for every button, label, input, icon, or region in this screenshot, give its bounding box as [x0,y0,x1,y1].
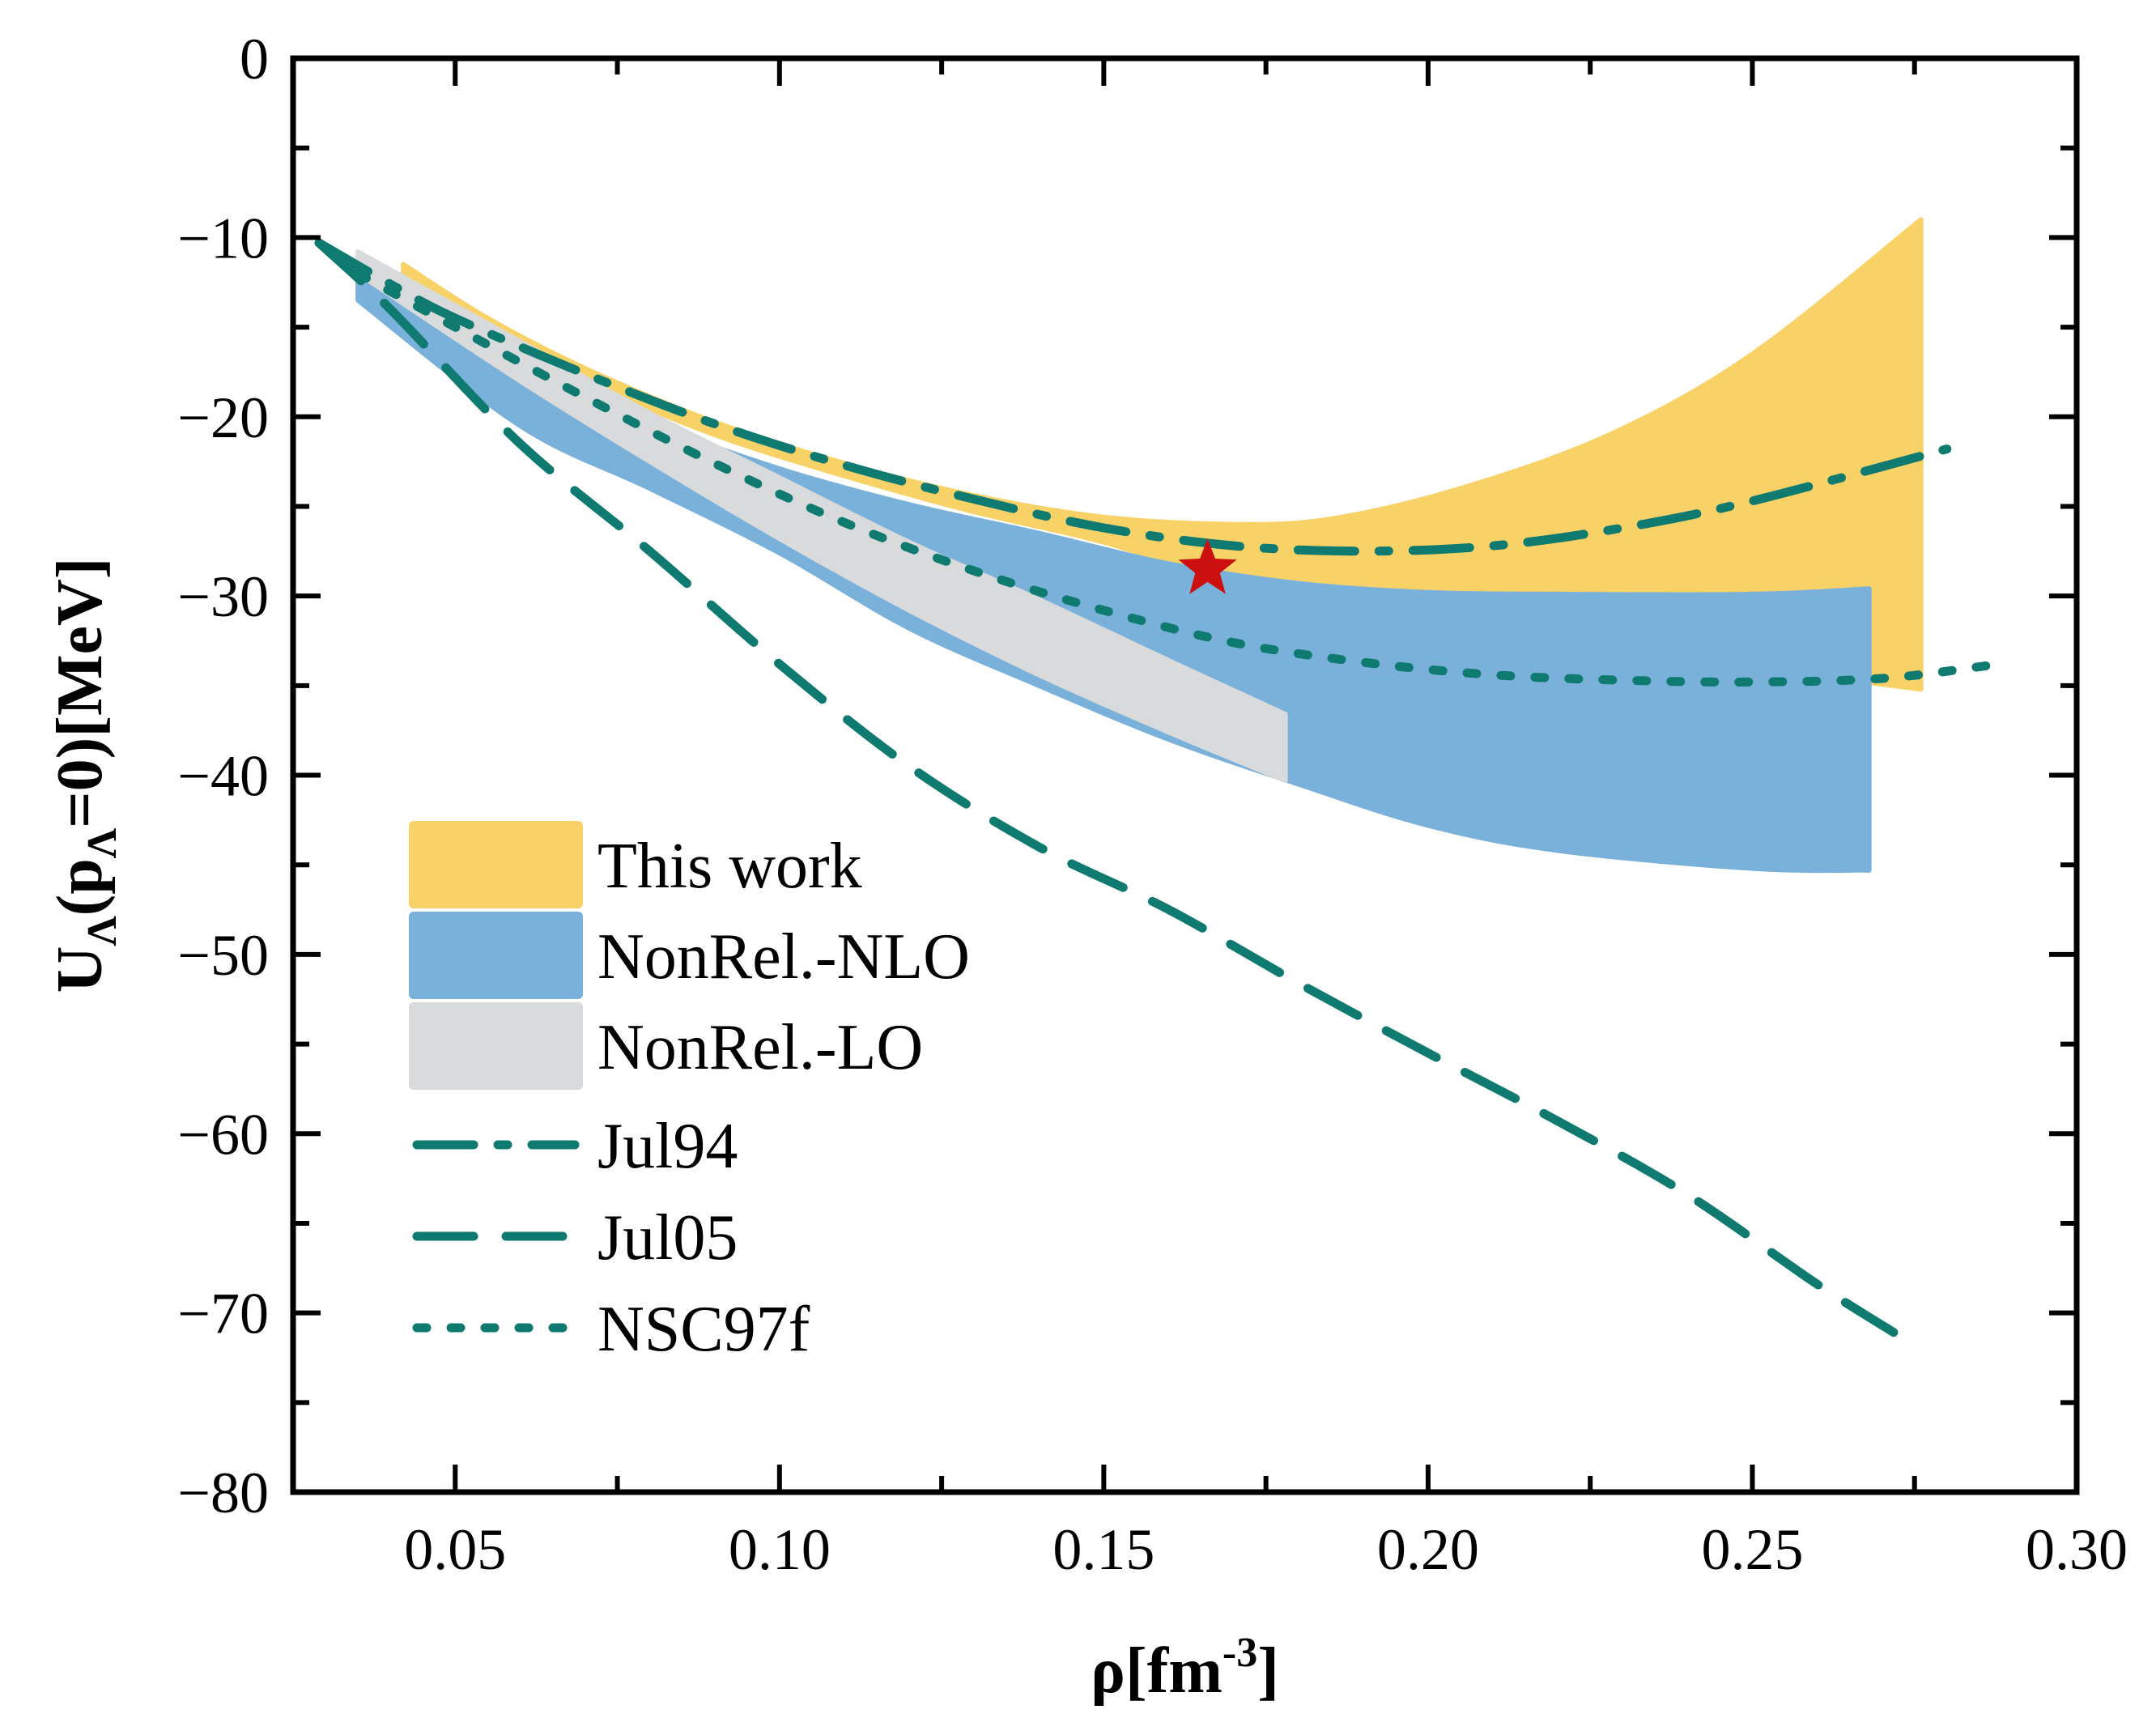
legend-label: NSC97f [597,1294,810,1365]
y-tick-label: −20 [177,385,269,450]
band-nonrel-nlo [355,274,1872,874]
legend-label: Jul94 [597,1111,738,1182]
line-nsc97f [353,269,1991,687]
y-axis-ticks: 0 −10 −20 −30 −40 −50 −60 −70 −80 [177,27,2077,1525]
marker-layer [1178,538,1237,594]
y-tick-label: −70 [177,1282,269,1346]
band-nonrel-lo [355,249,1288,784]
legend-item-this-work: This work [409,821,862,908]
x-tick-label: 0.30 [2026,1517,2128,1582]
x-tick-label: 0.25 [1701,1517,1803,1582]
y-axis-title: UΛ(pΛ=0)[MeV] [45,558,125,993]
y-tick-label: 0 [240,27,269,91]
legend-label: This work [597,831,862,902]
legend-item-jul05: Jul05 [412,1202,738,1274]
legend-item-jul94: Jul94 [412,1111,738,1182]
legend-label: NonRel.-LO [597,1012,923,1083]
y-tick-label: −60 [177,1102,269,1167]
line-jul94 [314,238,1952,556]
y-tick-label: −10 [177,206,269,270]
legend-swatch [409,1002,583,1090]
x-tick-label: 0.05 [404,1517,506,1582]
y-tick-label: −50 [177,923,269,988]
x-axis-title: ρ[fm-3] [1091,1630,1279,1707]
legend-item-nonrel-lo: NonRel.-LO [409,1002,923,1090]
x-tick-label: 0.20 [1377,1517,1479,1582]
lines-layer [314,238,1991,1350]
x-tick-label: 0.15 [1052,1517,1155,1582]
legend: This work NonRel.-NLO NonRel.-LO Jul94 Jul05… [409,821,970,1365]
y-tick-label: −30 [177,564,269,629]
line-jul05 [314,238,1920,1350]
y-tick-label: −80 [177,1461,269,1525]
saturation-star-marker [1178,538,1237,594]
legend-swatch [409,912,583,999]
legend-label: NonRel.-NLO [597,921,970,993]
legend-item-nsc97f: NSC97f [412,1294,810,1365]
bands-layer [355,217,1924,874]
x-tick-label: 0.10 [729,1517,831,1582]
legend-label: Jul05 [597,1202,738,1274]
legend-item-nonrel-nlo: NonRel.-NLO [409,912,970,999]
y-tick-label: −40 [177,744,269,809]
legend-swatch [409,821,583,908]
x-axis-ticks: 0.05 0.10 0.15 0.20 0.25 0.30 [291,58,2128,1582]
